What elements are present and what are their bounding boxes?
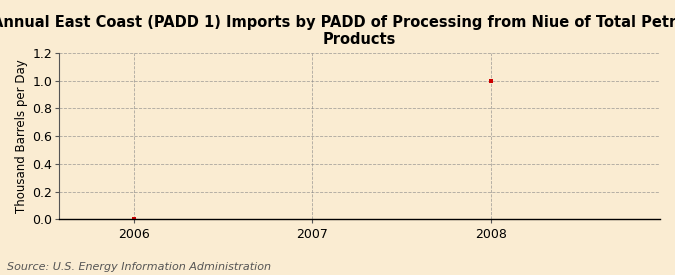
Y-axis label: Thousand Barrels per Day: Thousand Barrels per Day bbox=[15, 59, 28, 213]
Title: Annual East Coast (PADD 1) Imports by PADD of Processing from Niue of Total Petr: Annual East Coast (PADD 1) Imports by PA… bbox=[0, 15, 675, 47]
Text: Source: U.S. Energy Information Administration: Source: U.S. Energy Information Administ… bbox=[7, 262, 271, 272]
